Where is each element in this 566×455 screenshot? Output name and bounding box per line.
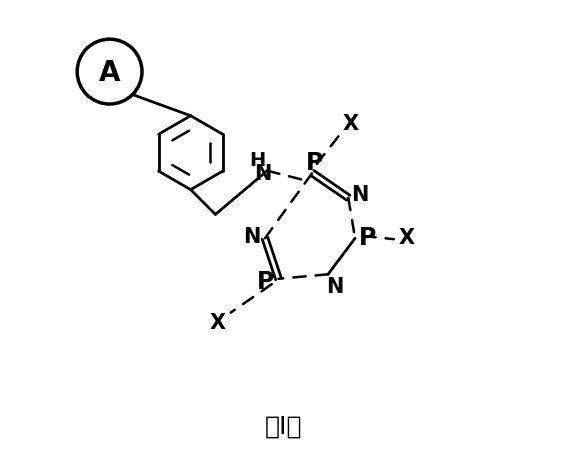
Text: X: X — [398, 228, 414, 248]
Text: （I）: （I） — [264, 413, 302, 437]
Text: X: X — [210, 312, 226, 332]
Text: X: X — [342, 114, 359, 134]
Text: H: H — [249, 151, 265, 170]
Text: A: A — [99, 59, 121, 86]
Text: N: N — [325, 276, 343, 296]
Text: P: P — [257, 269, 275, 293]
Text: N: N — [243, 226, 260, 246]
Text: N: N — [254, 164, 272, 183]
Text: P: P — [359, 226, 376, 250]
Text: P: P — [306, 150, 323, 174]
Text: N: N — [351, 185, 368, 205]
